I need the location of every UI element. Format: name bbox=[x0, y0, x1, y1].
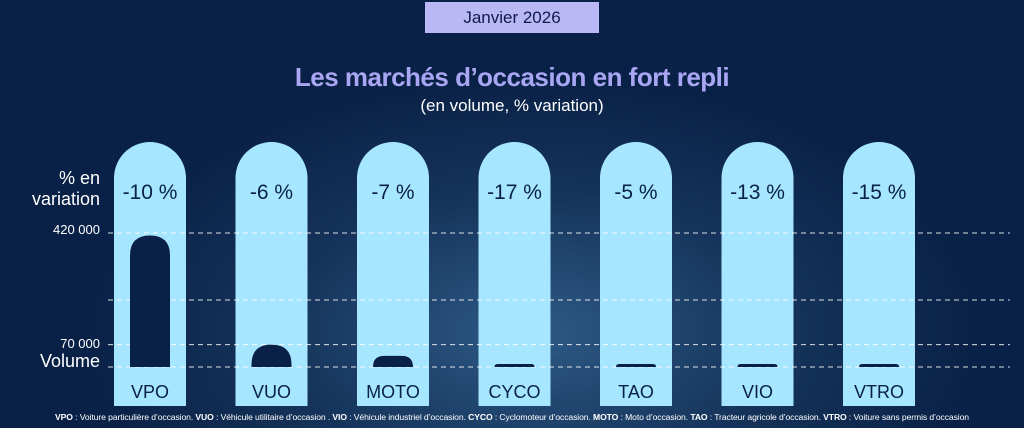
bar-moto bbox=[373, 355, 413, 367]
pct-axis-label-line2: variation bbox=[31, 189, 100, 209]
footnote-text-vtro: : Voiture sans permis d’occasion bbox=[846, 412, 969, 422]
pct-label-cyco: -17 % bbox=[487, 181, 542, 204]
bar-vpo bbox=[130, 235, 170, 367]
pct-axis-label: % en variation bbox=[0, 168, 100, 210]
y-tick-420000: 420 000 bbox=[53, 222, 100, 237]
chart-title: Les marchés d’occasion en fort repli bbox=[294, 62, 730, 92]
category-label-vpo: VPO bbox=[131, 382, 169, 402]
footnote-text-cyco: : Cyclomoteur d’occasion. bbox=[492, 412, 594, 422]
pct-label-vio: -13 % bbox=[730, 181, 785, 204]
footnote-text-moto: : Moto d’occasion. bbox=[618, 412, 691, 422]
pill-vio bbox=[721, 142, 794, 406]
volume-axis-label: Volume bbox=[39, 351, 100, 371]
footnote-abbr-vio: VIO bbox=[332, 412, 347, 422]
y-tick-70000: 70 000 bbox=[60, 336, 100, 351]
bar-chart: -10 % -6 % -7 % -17 % -5 % -13 % -15 % VPO VUO MO… bbox=[114, 142, 915, 406]
pct-label-moto: -7 % bbox=[371, 181, 414, 204]
footnote-abbr-moto: MOTO bbox=[593, 412, 619, 422]
date-tag: Janvier 2026 bbox=[425, 2, 599, 33]
bar-tao bbox=[616, 364, 656, 367]
bar-cyco bbox=[494, 364, 535, 367]
footnote-abbr-vuo: VUO bbox=[195, 412, 214, 422]
footnote-abbr-vtro: VTRO bbox=[823, 412, 847, 422]
pct-label-vuo: -6 % bbox=[250, 181, 293, 204]
footnote-text-vuo: : Véhicule utilitaire d’occasion . bbox=[213, 412, 333, 422]
bar-vtro bbox=[859, 364, 899, 367]
pct-label-vpo: -10 % bbox=[123, 181, 178, 204]
category-label-moto: MOTO bbox=[366, 382, 420, 402]
chart-subtitle: (en volume, % variation) bbox=[420, 96, 604, 115]
bar-vio bbox=[737, 364, 778, 367]
pill-tao bbox=[600, 142, 672, 406]
pct-label-vtro: -15 % bbox=[852, 181, 907, 204]
category-label-tao: TAO bbox=[618, 382, 654, 402]
footnote-text-tao: : Tracteur agricole d’occasion. bbox=[707, 412, 824, 422]
pill-vtro bbox=[843, 142, 915, 406]
pct-axis-label-line1: % en bbox=[58, 168, 100, 188]
bar-vuo bbox=[251, 344, 292, 367]
pill-cyco bbox=[478, 142, 551, 406]
category-label-vio: VIO bbox=[742, 382, 773, 402]
footnote-abbr-tao: TAO bbox=[690, 412, 708, 422]
footnote-abbr-cyco: CYCO bbox=[468, 412, 493, 422]
category-label-cyco: CYCO bbox=[488, 382, 540, 402]
category-label-vtro: VTRO bbox=[854, 382, 904, 402]
footnote: VPO : Voiture particulière d’occasion. V… bbox=[0, 412, 1024, 422]
pill-moto bbox=[357, 142, 429, 406]
footnote-text-vpo: : Voiture particulière d’occasion. bbox=[72, 412, 196, 422]
category-label-vuo: VUO bbox=[252, 382, 291, 402]
pill-vuo bbox=[235, 142, 308, 406]
footnote-abbr-vpo: VPO bbox=[55, 412, 73, 422]
pct-label-tao: -5 % bbox=[614, 181, 657, 204]
footnote-text-vio: : Véhicule industriel d’occasion. bbox=[346, 412, 469, 422]
